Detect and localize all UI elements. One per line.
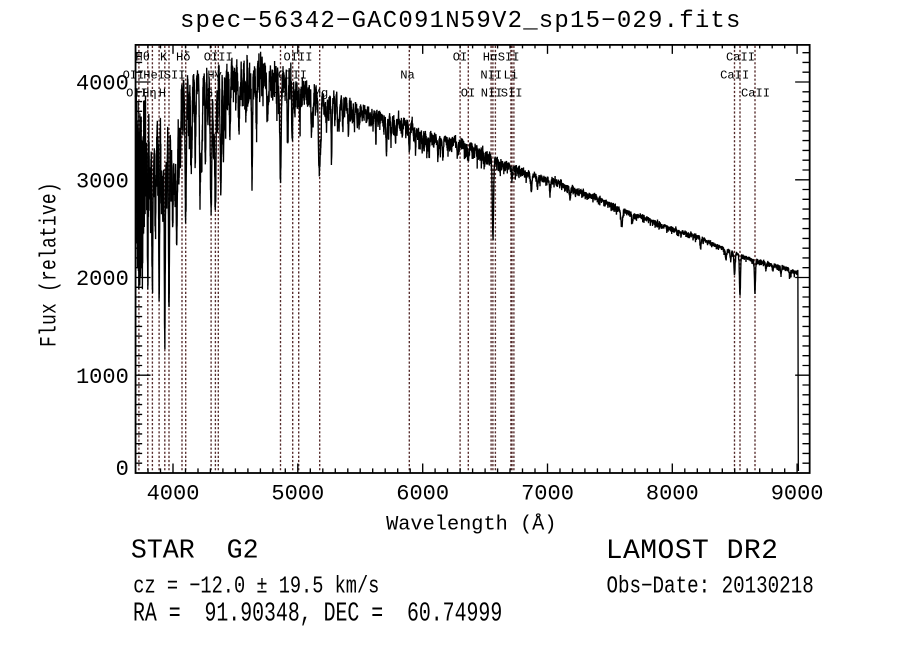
svg-text:0: 0 [116, 457, 129, 482]
svg-text:5000: 5000 [271, 481, 324, 506]
svg-text:7000: 7000 [521, 481, 574, 506]
svg-text:Flux (relative): Flux (relative) [37, 182, 63, 347]
svg-text:Na: Na [400, 69, 415, 83]
svg-text:CaII: CaII [726, 51, 755, 65]
svg-text:9000: 9000 [771, 481, 824, 506]
svg-text:Hθ: Hθ [135, 51, 150, 65]
svg-text:1000: 1000 [76, 365, 129, 390]
svg-text:K: K [160, 51, 168, 65]
svg-text:HeI: HeI [143, 69, 165, 83]
svg-text:RA = 91.90348, DEC = 60.7499: RA = 91.90348, DEC = 60.74999 [133, 599, 502, 630]
svg-text:G: G [206, 87, 213, 101]
svg-text:CaII: CaII [720, 69, 749, 83]
svg-text:OIII: OIII [283, 51, 312, 65]
svg-text:NII: NII [481, 87, 503, 101]
svg-text:SII: SII [501, 87, 523, 101]
svg-text:OI: OI [453, 51, 468, 65]
svg-text:OI: OI [461, 87, 476, 101]
svg-text:H: H [159, 87, 166, 101]
svg-text:Hδ: Hδ [176, 51, 191, 65]
svg-text:NII: NII [480, 69, 502, 83]
svg-text:Hγ: Hγ [207, 69, 222, 83]
svg-text:CaII: CaII [741, 87, 770, 101]
svg-text:Li: Li [504, 69, 519, 83]
svg-text:8000: 8000 [646, 481, 699, 506]
svg-text:4000: 4000 [147, 481, 200, 506]
svg-text:OII: OII [123, 69, 145, 83]
svg-text:Mg: Mg [314, 87, 329, 101]
svg-text:LAMOST DR2: LAMOST DR2 [606, 536, 779, 567]
svg-text:OII: OII [126, 87, 148, 101]
svg-text:6000: 6000 [396, 481, 449, 506]
svg-text:Wavelength (Å): Wavelength (Å) [386, 513, 556, 536]
svg-text:SII: SII [498, 51, 520, 65]
svg-text:Hα: Hα [483, 51, 498, 65]
svg-text:2000: 2000 [76, 267, 129, 292]
svg-text:Hη: Hη [142, 87, 157, 101]
svg-text:STAR G2: STAR G2 [131, 536, 259, 566]
svg-text:OIII: OIII [278, 69, 307, 83]
svg-text:cz = −12.0 ± 19.5 km/s: cz = −12.0 ± 19.5 km/s [133, 572, 379, 600]
svg-text:Obs−Date: 20130218: Obs−Date: 20130218 [607, 574, 814, 600]
svg-text:Hβ: Hβ [273, 87, 288, 101]
svg-text:SII: SII [164, 69, 186, 83]
svg-text:3000: 3000 [76, 169, 129, 194]
svg-text:4000: 4000 [76, 72, 129, 97]
svg-text:spec−56342−GAC091N59V2_sp15−02: spec−56342−GAC091N59V2_sp15−029.fits [180, 8, 742, 35]
svg-text:OIII: OIII [204, 51, 233, 65]
